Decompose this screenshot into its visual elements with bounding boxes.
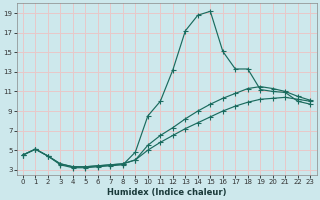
X-axis label: Humidex (Indice chaleur): Humidex (Indice chaleur) [107, 188, 226, 197]
